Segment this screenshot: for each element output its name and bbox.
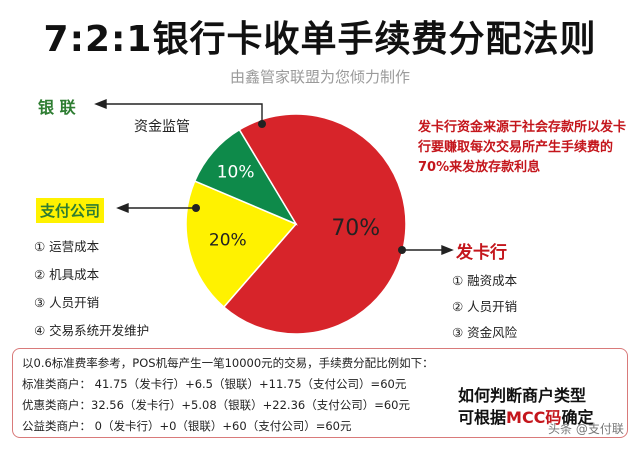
callout-line-1: 如何判断商户类型 bbox=[458, 386, 587, 405]
callout-prefix: 可根据 bbox=[458, 408, 507, 427]
example-row-standard: 标准类商户： 41.75（发卡行）+6.5（银联）+11.75（支付公司）=60… bbox=[22, 377, 407, 391]
page-title: 7:2:1银行卡收单手续费分配法则 bbox=[43, 19, 597, 60]
callout-mcc: MCC码 bbox=[506, 408, 562, 427]
issuer-arrowhead bbox=[441, 244, 454, 256]
unionpay-role-label: 资金监管 bbox=[134, 119, 190, 135]
unionpay-label: 银 联 bbox=[38, 98, 76, 117]
unionpay-arrow bbox=[104, 103, 263, 124]
pie-label-issuer: 70% bbox=[331, 216, 380, 241]
page-subtitle: 由鑫管家联盟为您倾力制作 bbox=[229, 68, 410, 86]
issuer-cost-item-2: ② 人员开销 bbox=[452, 299, 518, 314]
callout-suffix: 确定 bbox=[561, 408, 594, 427]
pie-label-unionpay: 10% bbox=[217, 163, 255, 183]
example-box bbox=[12, 348, 628, 438]
payment-cost-item-1: ① 运营成本 bbox=[34, 239, 100, 254]
payment-cost-item-4: ④ 交易系统开发维护 bbox=[34, 323, 150, 338]
payment-cost-item-3: ③ 人员开销 bbox=[34, 295, 100, 310]
issuer-cost-item-1: ① 融资成本 bbox=[452, 273, 518, 288]
unionpay-arrowhead bbox=[94, 98, 107, 110]
payment-arrowhead bbox=[116, 202, 129, 214]
payment-dot bbox=[192, 204, 200, 212]
unionpay-dot bbox=[258, 120, 266, 128]
callout-line-2: 可根据MCC码确定 bbox=[458, 404, 628, 428]
pie-slice-issuer bbox=[222, 113, 407, 335]
payment-cost-item-2: ② 机具成本 bbox=[34, 267, 100, 282]
example-row-public: 公益类商户： 0（发卡行）+0（银联）+60（支付公司）=60元 bbox=[22, 419, 352, 433]
example-intro: 以0.6标准费率参考，POS机每产生一笔10000元的交易，手续费分配比例如下： bbox=[22, 356, 434, 370]
pie-slice-unionpay bbox=[193, 128, 298, 226]
example-row-discount: 优惠类商户：32.56（发卡行）+5.08（银联）+22.36（支付公司）=60… bbox=[22, 398, 410, 412]
issuer-dot bbox=[398, 246, 406, 254]
issuer-note: 发卡行资金来源于社会存款所以发卡行要赚取每次交易所产生手续费的70%来发放存款利… bbox=[418, 120, 627, 175]
pie-label-payment: 20% bbox=[209, 231, 247, 251]
issuer-label: 发卡行 bbox=[456, 243, 507, 263]
watermark: 头条 @支付联 bbox=[548, 422, 624, 436]
issuer-cost-item-3: ③ 资金风险 bbox=[452, 325, 518, 340]
payment-label: 支付公司 bbox=[36, 198, 105, 223]
